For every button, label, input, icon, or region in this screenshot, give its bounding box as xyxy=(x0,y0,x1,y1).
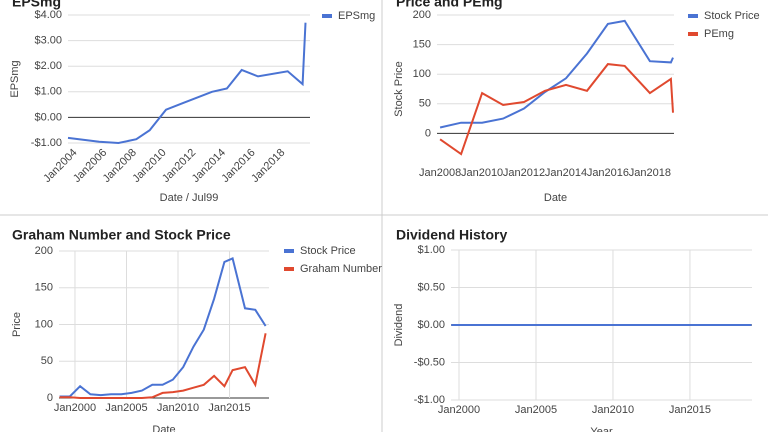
y-tick-label: $1.00 xyxy=(417,244,445,256)
y-tick-label: 150 xyxy=(35,282,53,294)
legend-label: Graham Number xyxy=(300,263,382,275)
x-tick-label: Jan2015 xyxy=(208,402,250,414)
x-tick-label: Jan2000 xyxy=(54,402,96,414)
legend-label: Stock Price xyxy=(300,245,356,257)
x-tick-label: Jan2015 xyxy=(669,404,711,416)
series-line xyxy=(439,63,674,156)
y-tick-label: $1.00 xyxy=(34,86,62,98)
series-line xyxy=(439,19,674,129)
x-tick-label: Jan2008 xyxy=(419,167,461,179)
chart-title: EPSmg xyxy=(12,0,61,10)
x-tick-label: Jan2005 xyxy=(515,404,557,416)
y-tick-label: 200 xyxy=(413,9,431,21)
y-tick-label: -$0.50 xyxy=(414,356,445,368)
series-line xyxy=(59,257,267,398)
series-line xyxy=(67,22,307,145)
y-axis-label: EPSmg xyxy=(9,60,21,97)
chart-title: Graham Number and Stock Price xyxy=(12,227,231,243)
y-tick-label: 50 xyxy=(41,355,53,367)
y-tick-label: 150 xyxy=(413,39,431,51)
x-tick-label: Jan2000 xyxy=(438,404,480,416)
y-axis-label: Stock Price xyxy=(393,61,405,117)
y-tick-label: -$1.00 xyxy=(31,137,62,149)
legend-label: Stock Price xyxy=(704,10,760,22)
legend-label: PEmg xyxy=(704,28,734,40)
series-line xyxy=(59,333,267,399)
y-tick-label: $2.00 xyxy=(34,60,62,72)
y-tick-label: 50 xyxy=(419,98,431,110)
y-tick-label: -$1.00 xyxy=(414,394,445,406)
y-tick-label: 200 xyxy=(35,245,53,257)
y-tick-label: $0.00 xyxy=(34,111,62,123)
y-tick-label: $4.00 xyxy=(34,9,62,21)
x-tick-label: Jan2012 xyxy=(503,167,545,179)
x-tick-label: Jan2010 xyxy=(157,402,199,414)
y-tick-label: 0 xyxy=(425,127,431,139)
x-tick-label: Jan2014 xyxy=(545,167,587,179)
x-axis-label: Date xyxy=(544,192,567,204)
chart-title: Price and PEmg xyxy=(396,0,503,10)
y-tick-label: $0.00 xyxy=(417,319,445,331)
y-tick-label: 100 xyxy=(35,318,53,330)
y-tick-label: 0 xyxy=(47,392,53,404)
y-tick-label: $3.00 xyxy=(34,35,62,47)
x-tick-label: Jan2010 xyxy=(592,404,634,416)
legend-label: EPSmg xyxy=(338,10,375,22)
y-tick-label: 100 xyxy=(413,68,431,80)
x-axis-label: Date xyxy=(152,424,175,432)
y-tick-label: $0.50 xyxy=(417,281,445,293)
y-axis-label: Dividend xyxy=(393,304,405,347)
y-axis-label: Price xyxy=(11,312,23,337)
x-tick-label: Jan2005 xyxy=(105,402,147,414)
chart-title: Dividend History xyxy=(396,227,507,243)
x-tick-label: Jan2016 xyxy=(587,167,629,179)
x-axis-label: Date / Jul99 xyxy=(160,192,219,204)
x-axis-label: Year xyxy=(590,426,613,432)
x-tick-label: Jan2010 xyxy=(461,167,503,179)
x-tick-label: Jan2018 xyxy=(629,167,671,179)
